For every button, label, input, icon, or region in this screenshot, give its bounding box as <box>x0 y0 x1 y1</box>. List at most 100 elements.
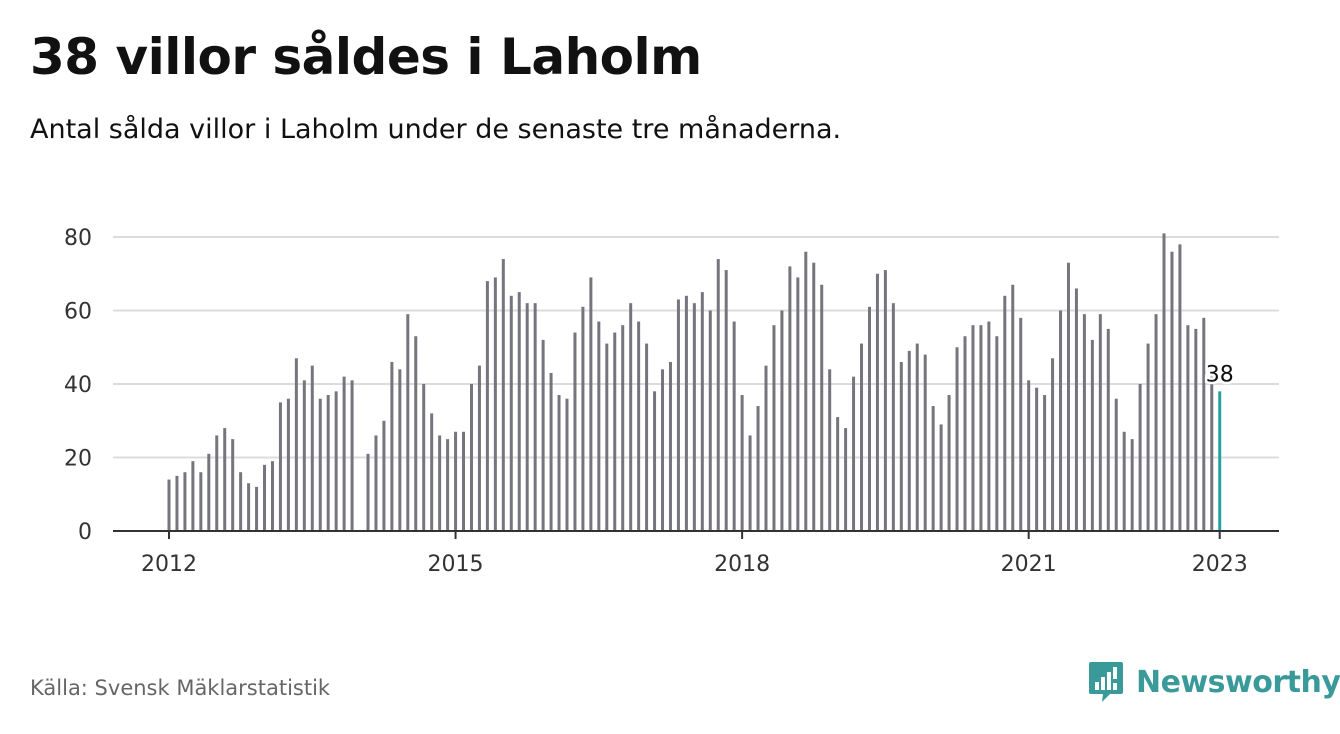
bar <box>716 259 720 531</box>
bar <box>430 413 434 531</box>
bar <box>692 303 696 531</box>
bar <box>525 303 529 531</box>
bar <box>565 398 569 531</box>
bar <box>414 336 418 531</box>
bar <box>748 435 752 531</box>
bar <box>899 361 903 531</box>
bar <box>875 273 879 531</box>
brand-name: Newsworthy <box>1136 664 1340 700</box>
bar <box>1194 328 1198 531</box>
bar <box>406 314 410 531</box>
bar <box>1154 314 1158 531</box>
x-tick-label: 2021 <box>1001 552 1057 577</box>
bar <box>239 472 243 531</box>
bar <box>462 431 466 531</box>
bar <box>597 321 601 531</box>
bar <box>549 372 553 531</box>
y-tick-label: 0 <box>78 520 92 545</box>
bar <box>207 453 211 531</box>
bar <box>955 347 959 531</box>
x-axis-labels: 2012 2015 2018 2021 2023 <box>141 552 1248 577</box>
bar <box>708 310 712 531</box>
bar <box>454 431 458 531</box>
bar <box>493 277 497 531</box>
bar <box>231 439 235 531</box>
bar <box>621 325 625 531</box>
bar <box>645 343 649 531</box>
bar <box>350 380 354 531</box>
bar <box>1114 398 1118 531</box>
bar <box>223 428 227 531</box>
bar <box>517 292 521 531</box>
bar <box>477 365 481 531</box>
bar <box>573 332 577 531</box>
bar-chart: 0 20 40 60 80 2012 2015 2018 2021 2023 38 <box>64 226 1279 577</box>
bar <box>860 343 864 531</box>
bar <box>1122 431 1126 531</box>
newsworthy-logo-icon <box>1089 662 1123 702</box>
bar <box>939 424 943 531</box>
bar <box>852 376 856 531</box>
bar <box>653 391 657 531</box>
bar <box>1170 251 1174 531</box>
bar <box>509 295 513 531</box>
bar <box>485 281 489 531</box>
bar <box>541 339 545 531</box>
bar <box>382 420 386 531</box>
bar <box>318 398 322 531</box>
bar <box>883 270 887 531</box>
bar <box>167 479 171 531</box>
bar <box>557 395 561 531</box>
newsworthy-brand[interactable]: Newsworthy <box>1088 660 1340 704</box>
x-tick-label: 2015 <box>428 552 484 577</box>
bar <box>1090 339 1094 531</box>
bar <box>923 354 927 531</box>
bar <box>191 461 195 531</box>
bar <box>836 417 840 531</box>
y-tick-label: 20 <box>64 447 92 472</box>
bar <box>1003 295 1007 531</box>
bar <box>255 486 259 531</box>
bar <box>844 428 848 531</box>
bar <box>987 321 991 531</box>
bar <box>1074 288 1078 531</box>
bar <box>294 358 298 531</box>
bar <box>995 336 999 531</box>
bar <box>390 361 394 531</box>
bar <box>637 321 641 531</box>
bar <box>334 391 338 531</box>
bar <box>979 325 983 531</box>
bar <box>1043 395 1047 531</box>
bars <box>167 233 1222 531</box>
y-axis-labels: 0 20 40 60 80 <box>64 226 92 545</box>
bar <box>1210 376 1214 531</box>
bar <box>278 402 282 531</box>
bar <box>1130 439 1134 531</box>
bar <box>732 321 736 531</box>
bar <box>1138 384 1142 531</box>
bar <box>302 380 306 531</box>
bar <box>788 266 792 531</box>
bar <box>907 350 911 531</box>
bar <box>915 343 919 531</box>
bar <box>931 406 935 531</box>
bar <box>796 277 800 531</box>
bar <box>175 475 179 531</box>
bar <box>820 284 824 531</box>
bar <box>581 306 585 531</box>
bar <box>605 343 609 531</box>
annotations: 38 <box>1203 360 1236 390</box>
bar <box>533 303 537 531</box>
bar <box>764 365 768 531</box>
bar <box>812 262 816 531</box>
last-value-label: 38 <box>1206 362 1234 387</box>
bar <box>1202 317 1206 531</box>
chart-subtitle: Antal sålda villor i Laholm under de sen… <box>30 114 842 145</box>
bar <box>263 464 267 531</box>
bar <box>1051 358 1055 531</box>
bar <box>867 306 871 531</box>
bar <box>668 361 672 531</box>
bar <box>326 395 330 531</box>
bar <box>438 435 442 531</box>
y-tick-label: 40 <box>64 373 92 398</box>
